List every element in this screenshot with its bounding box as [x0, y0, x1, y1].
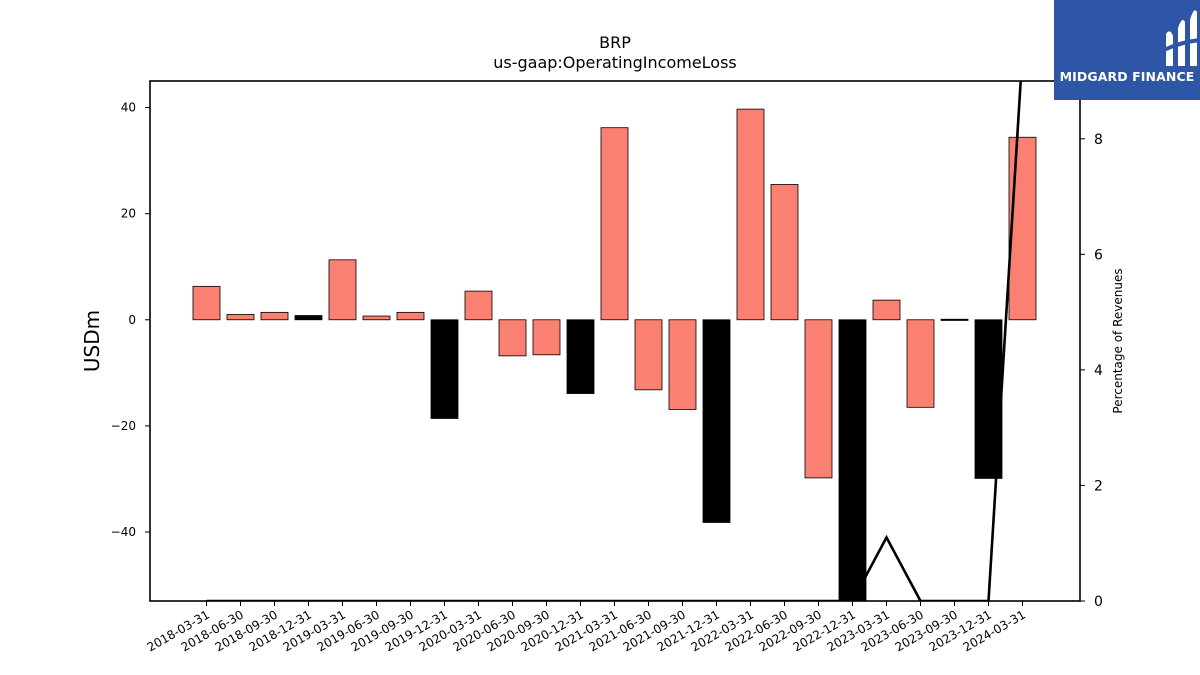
- bar: [362, 315, 391, 321]
- bar: [396, 311, 425, 321]
- y2-axis-label: Percentage of Revenues: [1111, 268, 1125, 413]
- bar: [1008, 136, 1037, 321]
- chart-subtitle: us-gaap:OperatingIncomeLoss: [493, 53, 737, 72]
- bar: [600, 127, 629, 321]
- bar: [498, 319, 527, 357]
- y2-tick-label: 8: [1094, 132, 1103, 148]
- bar: [464, 290, 493, 321]
- y-tick-label: 0: [128, 313, 136, 327]
- y2-tick-label: 6: [1094, 247, 1103, 263]
- y-tick-label: 40: [121, 101, 136, 115]
- y-axis: −40 −20 0 20 40: [111, 101, 150, 539]
- x-axis: 2018-03-312018-06-302018-09-302018-12-31…: [145, 601, 1028, 654]
- bar: [736, 108, 765, 321]
- bar: [430, 319, 459, 419]
- logo-mark-icon: [1164, 10, 1200, 66]
- y2-tick-label: 4: [1094, 363, 1103, 379]
- bar: [872, 299, 901, 321]
- bar: [702, 319, 731, 523]
- y-tick-label: 20: [121, 207, 136, 221]
- bar: [260, 311, 289, 321]
- bar: [668, 319, 697, 410]
- y-axis-label: USDm: [80, 310, 104, 372]
- bar: [838, 319, 867, 602]
- logo-text: MIDGARD FINANCE: [1059, 69, 1195, 84]
- y2-tick-label: 0: [1094, 594, 1103, 610]
- line-group: [206, 81, 1023, 601]
- y-tick-label: −40: [111, 525, 136, 539]
- bar: [566, 319, 595, 394]
- bar: [804, 319, 833, 479]
- chart-title: BRP: [599, 33, 631, 52]
- bar: [294, 315, 323, 321]
- midgard-finance-logo: MIDGARD FINANCE: [1054, 0, 1200, 100]
- bar: [770, 184, 799, 321]
- bar: [328, 259, 357, 321]
- bar: [226, 314, 255, 321]
- bar: [906, 319, 935, 408]
- bar: [634, 319, 663, 391]
- percentage-line: [206, 81, 1023, 601]
- y-tick-label: −20: [111, 419, 136, 433]
- y2-axis: 0 2 4 6 8: [1080, 132, 1103, 610]
- y2-tick-label: 2: [1094, 478, 1103, 494]
- bar: [940, 318, 969, 321]
- bar: [192, 285, 221, 321]
- bar-group: [192, 108, 1037, 602]
- bar: [532, 319, 561, 356]
